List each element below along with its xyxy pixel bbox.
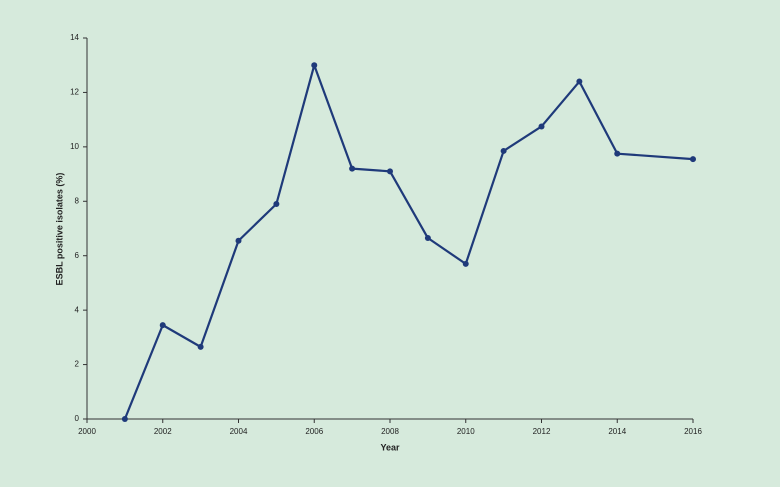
data-point xyxy=(197,343,204,350)
x-tick-label: 2014 xyxy=(608,427,626,436)
x-tick-label: 2010 xyxy=(457,427,475,436)
data-point xyxy=(387,168,393,175)
data-point xyxy=(235,237,242,244)
y-tick-label: 4 xyxy=(75,305,80,314)
data-point xyxy=(273,201,280,208)
data-point xyxy=(576,78,583,85)
data-point xyxy=(538,123,545,130)
x-tick-label: 2000 xyxy=(78,427,96,436)
x-tick-label: 2004 xyxy=(230,427,248,436)
x-tick-label: 2002 xyxy=(154,427,172,436)
y-tick-label: 2 xyxy=(75,360,80,369)
data-point xyxy=(690,156,696,163)
data-point xyxy=(349,165,356,172)
y-tick-label: 0 xyxy=(75,414,80,423)
y-tick-label: 8 xyxy=(75,196,80,205)
data-point xyxy=(159,322,166,329)
x-tick-label: 2016 xyxy=(684,427,702,436)
x-tick-label: 2012 xyxy=(533,427,551,436)
y-tick-label: 10 xyxy=(70,142,79,151)
data-point xyxy=(462,260,469,267)
x-tick-label: 2008 xyxy=(381,427,399,436)
y-tick-label: 6 xyxy=(75,251,80,260)
data-point xyxy=(311,62,318,69)
data-point xyxy=(614,150,621,157)
y-tick-label: 14 xyxy=(70,33,79,42)
data-point xyxy=(500,147,507,154)
data-point xyxy=(121,416,128,422)
data-point xyxy=(424,235,431,242)
x-tick-label: 2006 xyxy=(305,427,323,436)
y-axis-label: ESBL positive isolates (%) xyxy=(54,173,64,286)
x-axis-label: Year xyxy=(380,442,400,452)
y-tick-label: 12 xyxy=(70,88,79,97)
